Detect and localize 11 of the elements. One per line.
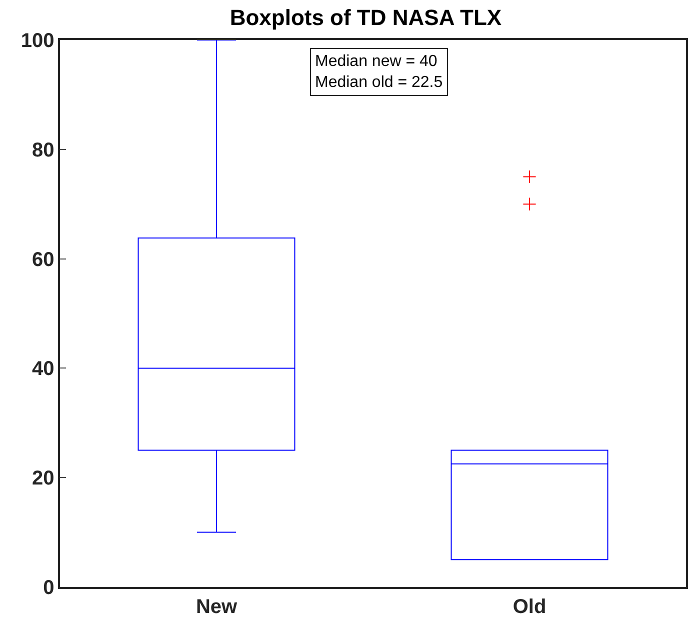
y-tick-label: 80 [32, 139, 54, 162]
y-tick-label: 20 [32, 468, 54, 490]
y-tick-label: 100 [20, 30, 54, 52]
x-tick-label: Old [512, 596, 546, 618]
annotation: Median old = 22.5 [315, 74, 443, 91]
y-tick-label: 40 [32, 358, 54, 380]
y-tick-label: 60 [32, 248, 54, 271]
annotation: Median new = 40 [315, 53, 438, 70]
chart-title: Boxplots of TD NASA TLX [230, 4, 502, 30]
x-tick-label: New [196, 596, 238, 618]
y-tick-label: 0 [43, 577, 54, 599]
